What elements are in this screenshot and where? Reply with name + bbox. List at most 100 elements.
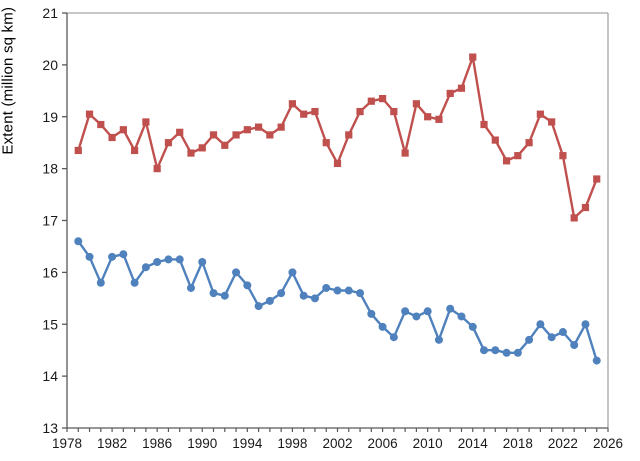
blue-circles-lower-series-marker bbox=[558, 328, 567, 337]
blue-circles-lower-series-marker bbox=[570, 341, 579, 349]
red-squares-upper-series-marker bbox=[232, 131, 240, 139]
y-tick-label: 15 bbox=[42, 316, 58, 332]
red-squares-upper-series-marker bbox=[424, 113, 432, 121]
red-squares-upper-series-marker bbox=[570, 214, 578, 222]
blue-circles-lower-series-marker bbox=[198, 258, 207, 266]
red-squares-upper-series-marker bbox=[401, 149, 409, 157]
red-squares-upper-series-marker bbox=[322, 139, 330, 147]
red-squares-upper-series-line bbox=[77, 55, 598, 220]
red-squares-upper-series-marker bbox=[255, 123, 263, 131]
red-squares-upper-series-marker bbox=[457, 84, 466, 92]
red-squares-upper-series-marker bbox=[502, 157, 511, 165]
red-squares-upper-series-marker bbox=[97, 120, 105, 129]
red-squares-upper-series-marker bbox=[435, 115, 443, 123]
blue-circles-lower-series-marker bbox=[186, 283, 195, 292]
blue-circles-lower-series-marker bbox=[254, 302, 263, 311]
red-squares-upper-series-marker bbox=[412, 100, 420, 108]
x-tick-label: 1986 bbox=[142, 436, 172, 451]
blue-circles-lower-series-marker bbox=[310, 294, 319, 303]
x-tick-label: 2010 bbox=[413, 436, 443, 451]
red-squares-upper-series-marker bbox=[153, 165, 161, 173]
blue-circles-lower-series-marker bbox=[141, 263, 150, 272]
blue-circles-lower-series-marker bbox=[480, 346, 489, 355]
blue-circles-lower-series-marker bbox=[525, 335, 534, 344]
y-tick-label: 13 bbox=[42, 420, 58, 436]
x-tick-label: 1998 bbox=[277, 436, 307, 451]
red-squares-upper-series-marker bbox=[198, 144, 206, 152]
red-squares-upper-series-marker bbox=[74, 146, 82, 155]
blue-circles-lower-series-marker bbox=[457, 312, 466, 321]
y-axis-title: Extent (million sq km) bbox=[0, 6, 17, 155]
blue-circles-lower-series-marker bbox=[299, 291, 308, 300]
x-tick-label: 1982 bbox=[97, 436, 127, 451]
red-squares-upper-series-marker bbox=[446, 89, 454, 98]
y-tick-label: 18 bbox=[42, 161, 58, 177]
blue-circles-lower-series-marker bbox=[164, 255, 173, 264]
x-tick-label: 2014 bbox=[458, 436, 489, 451]
y-tick-label: 21 bbox=[42, 5, 58, 21]
blue-circles-lower-series-marker bbox=[581, 320, 590, 329]
blue-circles-lower-series-marker bbox=[74, 237, 83, 246]
red-squares-upper-series-marker bbox=[367, 97, 375, 105]
red-squares-upper-series-marker bbox=[333, 159, 342, 168]
blue-circles-lower-series-marker bbox=[220, 291, 229, 300]
blue-circles-lower-series-marker bbox=[322, 283, 331, 292]
red-squares-upper-series-marker bbox=[480, 120, 488, 129]
red-squares-upper-series-marker bbox=[243, 126, 251, 134]
red-squares-upper-series-marker bbox=[581, 203, 590, 212]
blue-circles-lower-series-marker bbox=[96, 278, 105, 287]
red-squares-upper-series-marker bbox=[356, 107, 364, 116]
blue-circles-lower-series-marker bbox=[502, 348, 511, 357]
y-tick-label: 17 bbox=[42, 213, 58, 229]
red-squares-upper-series-marker bbox=[266, 131, 274, 139]
red-squares-upper-series-marker bbox=[85, 110, 94, 118]
blue-circles-lower-series-marker bbox=[333, 286, 342, 295]
red-squares-upper-series-marker bbox=[300, 110, 308, 118]
x-tick-label: 1978 bbox=[52, 436, 82, 451]
blue-circles-lower-series-marker bbox=[153, 258, 162, 266]
y-tick-label: 16 bbox=[42, 264, 58, 280]
red-squares-upper-series-marker bbox=[593, 175, 601, 183]
red-squares-upper-series-marker bbox=[536, 110, 544, 118]
blue-circles-lower-series-marker bbox=[434, 335, 443, 344]
blue-circles-lower-series-marker bbox=[468, 322, 477, 331]
red-squares-upper-series-marker bbox=[548, 118, 556, 126]
red-squares-upper-series-marker bbox=[525, 139, 533, 147]
red-squares-upper-series-marker bbox=[514, 152, 522, 160]
blue-circles-lower-series-marker bbox=[265, 296, 274, 305]
red-squares-upper-series-marker bbox=[378, 94, 387, 103]
blue-circles-lower-series-marker bbox=[108, 252, 117, 261]
blue-circles-lower-series-marker bbox=[130, 278, 139, 287]
red-squares-upper-series-marker bbox=[108, 133, 116, 142]
red-squares-upper-series-marker bbox=[491, 136, 499, 144]
blue-circles-lower-series-marker bbox=[592, 356, 601, 365]
blue-circles-lower-series-marker bbox=[412, 312, 421, 321]
y-tick-label: 14 bbox=[42, 368, 58, 384]
blue-circles-lower-series-marker bbox=[378, 322, 387, 331]
blue-circles-lower-series-marker bbox=[389, 333, 398, 342]
blue-circles-lower-series-marker bbox=[232, 268, 241, 277]
blue-circles-lower-series-marker bbox=[288, 268, 297, 277]
red-squares-upper-series-marker bbox=[390, 107, 398, 116]
x-tick-label: 2002 bbox=[322, 436, 352, 451]
x-tick-label: 1994 bbox=[232, 436, 263, 451]
blue-circles-lower-series-marker bbox=[356, 289, 365, 298]
blue-circles-lower-series-marker bbox=[446, 304, 455, 313]
red-squares-upper-series-marker bbox=[119, 126, 127, 134]
red-squares-upper-series-marker bbox=[221, 141, 229, 149]
blue-circles-lower-series-marker bbox=[401, 307, 410, 316]
red-squares-upper-series-marker bbox=[209, 131, 218, 139]
red-squares-upper-series-marker bbox=[311, 107, 319, 116]
y-tick-label: 20 bbox=[42, 57, 58, 73]
x-tick-label: 1990 bbox=[187, 436, 217, 451]
red-squares-upper-series-marker bbox=[142, 118, 150, 126]
red-squares-upper-series-marker bbox=[288, 100, 297, 108]
red-squares-upper-series-marker bbox=[277, 123, 285, 131]
blue-circles-lower-series-marker bbox=[277, 289, 286, 298]
blue-circles-lower-series-marker bbox=[491, 346, 500, 355]
blue-circles-lower-series-marker bbox=[175, 255, 184, 264]
blue-circles-lower-series-marker bbox=[85, 252, 94, 261]
